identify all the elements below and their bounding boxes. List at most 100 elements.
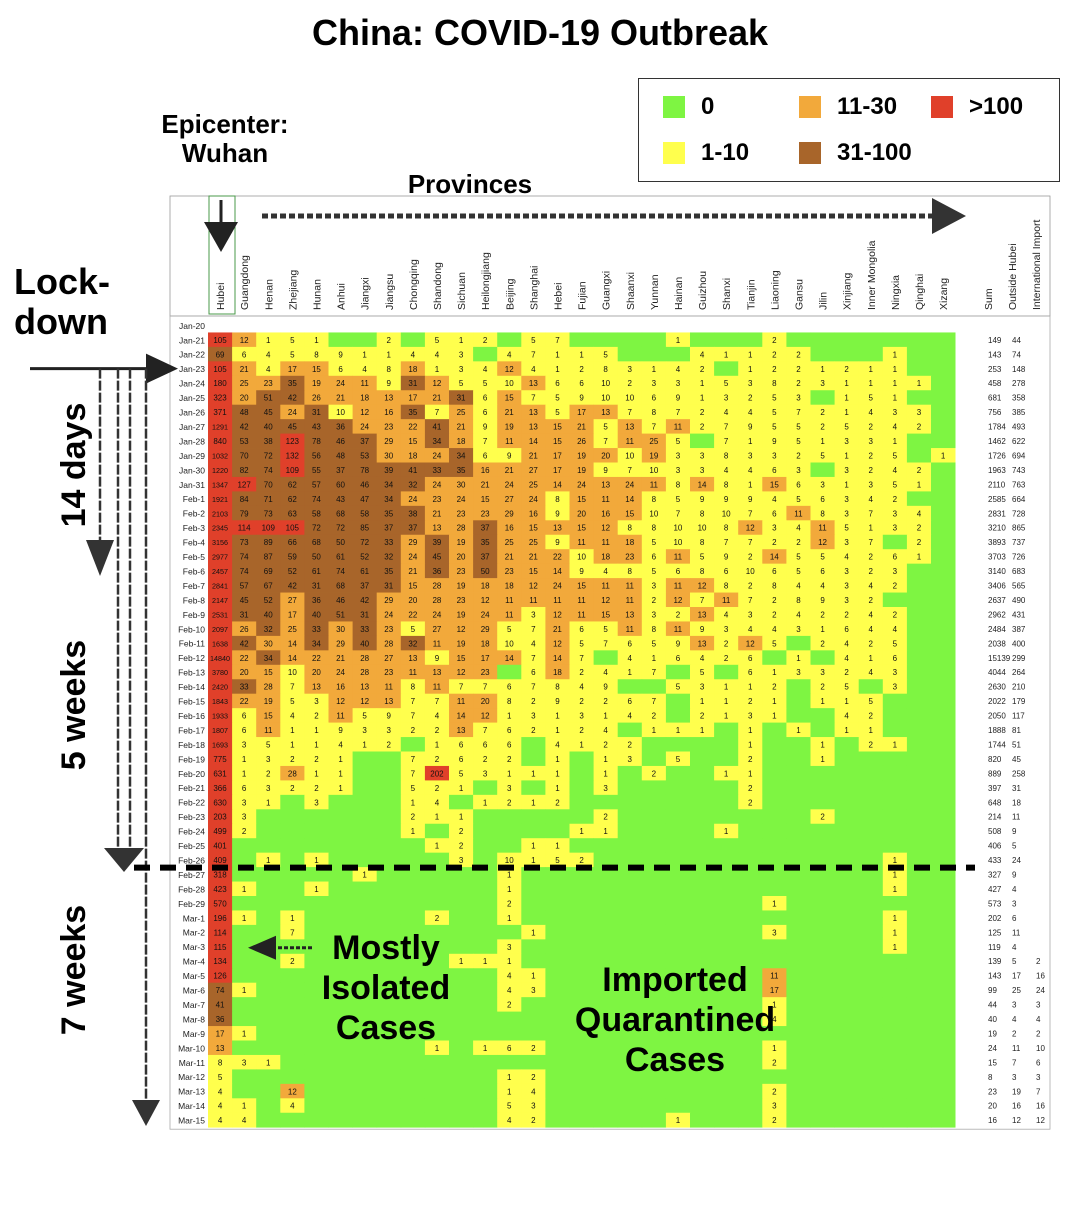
heatmap-cell — [762, 635, 787, 651]
heatmap-cell — [931, 476, 956, 492]
heatmap-cell — [424, 823, 450, 839]
cell-value: 1 — [435, 740, 440, 749]
cell-value: 1 — [796, 726, 801, 735]
heatmap-cell — [473, 404, 498, 420]
cell-value: 15 — [529, 567, 538, 576]
heatmap-cell — [352, 621, 378, 637]
heatmap-cell — [424, 520, 450, 536]
heatmap-cell — [424, 910, 450, 926]
heatmap-cell — [858, 462, 884, 478]
heatmap-cell — [352, 549, 378, 565]
heatmap-cell — [906, 1054, 932, 1070]
heatmap-cell — [473, 953, 498, 969]
cell-value: 11 — [601, 495, 610, 504]
heatmap-cell — [641, 346, 667, 362]
cell-value: 4 — [290, 712, 295, 721]
heatmap-cell — [834, 924, 860, 940]
cell-value: 6 — [507, 740, 512, 749]
cell-value: 78 — [312, 437, 321, 446]
cell-value: 1 — [844, 726, 849, 735]
heatmap-cell — [449, 404, 474, 420]
heatmap-cell — [714, 607, 739, 622]
cell-value: 41 — [216, 1001, 225, 1010]
heatmap-cell — [376, 491, 402, 507]
heatmap-cell — [786, 852, 811, 868]
heatmap-cell — [497, 607, 522, 622]
cell-value: 4 — [724, 610, 729, 619]
heatmap-cell — [449, 953, 474, 969]
epicenter-label: Epicenter: Wuhan — [161, 109, 289, 168]
heatmap-cell — [449, 881, 474, 897]
heatmap-cell — [931, 997, 956, 1012]
heatmap-cell — [545, 346, 570, 362]
heatmap-cell — [690, 751, 715, 767]
heatmap-cell — [232, 1054, 257, 1070]
heatmap-cell — [256, 751, 281, 767]
heatmap-cell — [786, 534, 811, 550]
column-label: Hainan — [673, 277, 685, 310]
cell-value: 11 — [457, 697, 466, 706]
cell-value: 7 — [603, 639, 608, 648]
heatmap-cell — [931, 679, 956, 695]
heatmap-cell — [569, 809, 594, 825]
heatmap-cell — [569, 881, 594, 897]
heatmap-cell — [497, 346, 522, 362]
heatmap-cell — [714, 910, 739, 926]
timeline-arrow-head — [104, 848, 144, 872]
heatmap-cell — [810, 491, 835, 507]
heatmap-cell — [256, 664, 281, 680]
heatmap-cell — [497, 896, 522, 911]
heatmap-cell — [858, 419, 884, 434]
heatmap-cell — [473, 1026, 498, 1041]
heatmap-cell — [786, 997, 811, 1012]
cell-value: 40 — [264, 610, 273, 619]
summary-column-label: Sum — [983, 288, 995, 310]
summary-value: 125 — [988, 928, 1002, 937]
heatmap-cell — [376, 780, 402, 796]
cell-value: 10 — [649, 509, 658, 518]
summary-value: 11 — [1012, 1044, 1021, 1053]
heatmap-cell — [400, 838, 426, 854]
heatmap-cell — [810, 809, 835, 825]
heatmap-cell — [256, 346, 281, 362]
heatmap-cell — [810, 578, 835, 593]
cell-value: 1 — [507, 1087, 512, 1096]
summary-value: 74 — [1012, 350, 1021, 359]
column-label: Henan — [263, 279, 275, 310]
heatmap-cell — [232, 476, 257, 492]
heatmap-cell — [714, 346, 739, 362]
row-date-label: Feb-11 — [179, 639, 206, 649]
heatmap-cell — [328, 910, 353, 926]
cell-value: 69 — [216, 350, 225, 359]
heatmap-cell — [256, 361, 281, 377]
heatmap-cell — [497, 838, 522, 854]
heatmap-cell — [208, 939, 233, 955]
heatmap-cell — [376, 794, 402, 810]
heatmap-cell — [256, 997, 281, 1012]
heatmap-cell — [714, 794, 739, 810]
heatmap-cell — [473, 621, 498, 637]
heatmap-cell — [232, 505, 257, 521]
heatmap-cell — [328, 693, 353, 709]
heatmap-cell — [810, 780, 835, 796]
row-date-label: Feb-7 — [183, 581, 205, 591]
heatmap-cell — [690, 679, 715, 695]
heatmap-cell — [882, 419, 908, 434]
summary-value: 565 — [1012, 582, 1026, 591]
cell-value: 1693 — [212, 740, 228, 749]
heatmap-cell — [617, 1112, 643, 1128]
heatmap-cell — [834, 1083, 860, 1099]
cell-value: 132 — [286, 451, 300, 460]
heatmap-cell — [690, 433, 715, 449]
cell-value: 4 — [266, 350, 271, 359]
heatmap-cell — [738, 549, 763, 565]
heatmap-cell — [256, 592, 281, 608]
cell-value: 1 — [338, 755, 343, 764]
heatmap-cell — [473, 635, 498, 651]
heatmap-cell — [906, 1083, 932, 1099]
heatmap-cell — [858, 664, 884, 680]
heatmap-cell — [786, 1026, 811, 1041]
heatmap-cell — [690, 592, 715, 608]
cell-value: 29 — [336, 639, 345, 648]
cell-value: 22 — [553, 553, 562, 562]
